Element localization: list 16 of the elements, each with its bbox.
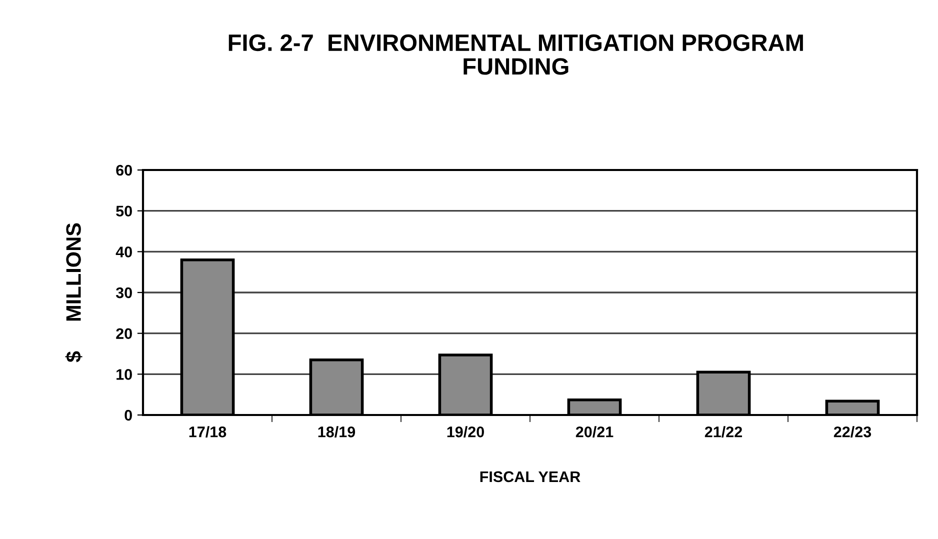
x-tick-label: 17/18: [189, 426, 226, 438]
x-tick-label: 20/21: [576, 426, 614, 438]
x-tick-label: 22/23: [834, 426, 872, 438]
x-tick-label: 18/19: [318, 426, 356, 438]
x-tick-label: 19/20: [447, 426, 484, 438]
y-axis-title: $ MILLIONS: [65, 223, 82, 362]
y-tick-label: 40: [116, 246, 132, 258]
x-tick-label: 21/22: [704, 426, 742, 438]
y-tick-label: 10: [116, 369, 132, 380]
chart-title: FIG. 2-7 ENVIRONMENTAL MITIGATION PROGRAM FUNDING: [228, 34, 803, 75]
y-tick-label: 60: [116, 164, 132, 176]
y-tick-label: 50: [116, 206, 132, 217]
y-tick-label: 20: [116, 328, 132, 340]
y-tick-label: 30: [116, 287, 132, 298]
x-axis-title: FISCAL YEAR: [480, 471, 580, 482]
y-tick-label: 0: [124, 410, 132, 421]
